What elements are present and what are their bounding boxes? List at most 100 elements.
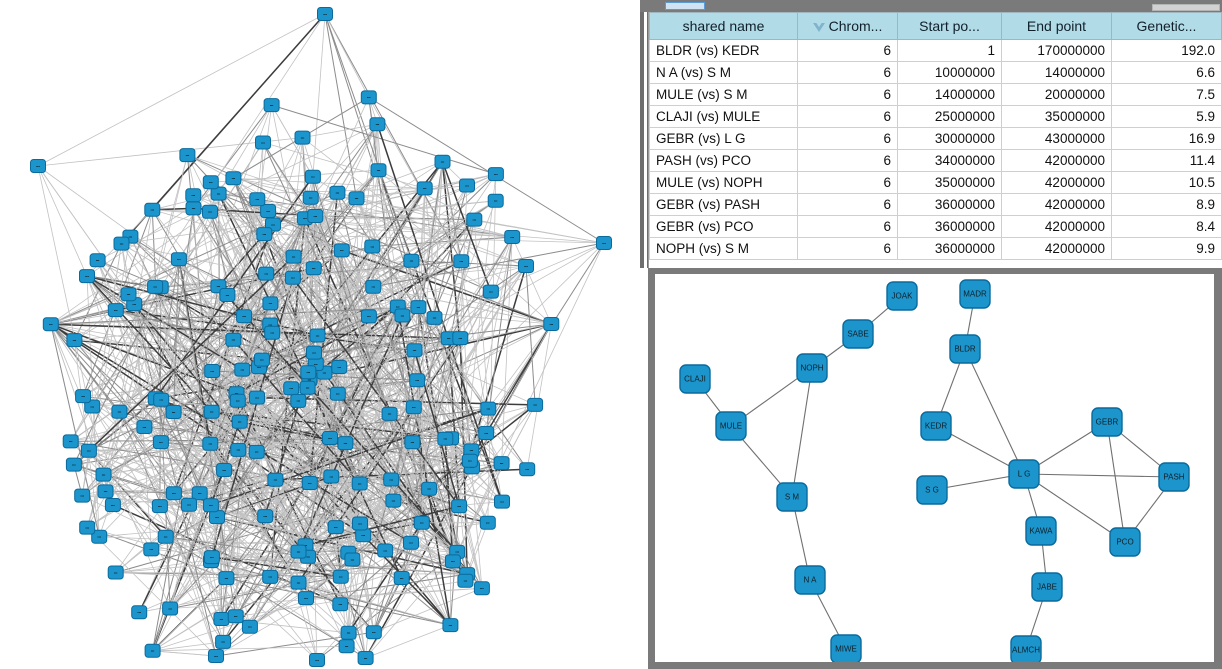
main-network-edge[interactable] xyxy=(262,142,391,415)
main-network-node[interactable]: ••• xyxy=(97,484,114,499)
main-network-edge[interactable] xyxy=(302,137,315,353)
main-network-node[interactable]: ••• xyxy=(229,393,246,408)
table-cell-chromosome[interactable]: 6 xyxy=(797,39,898,62)
column-header-genetic[interactable]: Genetic... xyxy=(1111,12,1222,40)
main-network-edge[interactable] xyxy=(525,265,536,405)
table-cell-chromosome[interactable]: 6 xyxy=(797,215,898,238)
main-network-edge[interactable] xyxy=(302,137,462,262)
table-cell-genetic[interactable]: 9.9 xyxy=(1111,237,1222,260)
main-network-edge[interactable] xyxy=(160,286,361,524)
table-cell-genetic[interactable]: 16.9 xyxy=(1111,127,1222,150)
main-network-edge[interactable] xyxy=(305,483,361,546)
main-network-edge[interactable] xyxy=(239,421,503,502)
main-network-node[interactable]: ••• xyxy=(219,288,236,302)
main-network-node[interactable]: ••• xyxy=(202,204,218,219)
main-network-node[interactable]: ••• xyxy=(136,420,153,434)
main-network-node[interactable]: ••• xyxy=(284,270,301,285)
main-network-node[interactable]: ••• xyxy=(283,381,300,396)
table-row[interactable]: BLDR (vs) KEDR 6 1 170000000 192.0 xyxy=(649,39,1222,62)
main-network-edge[interactable] xyxy=(154,286,227,579)
main-network-edge[interactable] xyxy=(86,275,217,657)
main-network-edge[interactable] xyxy=(511,236,552,325)
main-network-node[interactable]: ••• xyxy=(144,202,161,217)
main-network-node[interactable]: ••• xyxy=(306,345,322,360)
main-network-edge[interactable] xyxy=(70,286,156,442)
table-cell-shared_name[interactable]: BLDR (vs) KEDR xyxy=(649,39,798,62)
table-row[interactable]: CLAJI (vs) MULE 6 25000000 35000000 5.9 xyxy=(649,105,1222,128)
main-network-edge[interactable] xyxy=(267,210,339,394)
main-network-edge[interactable] xyxy=(169,234,265,609)
sub-network-node[interactable]: MIWE xyxy=(830,634,862,662)
main-network-edge[interactable] xyxy=(249,500,394,628)
main-network-edge[interactable] xyxy=(368,316,412,543)
main-network-node[interactable]: ••• xyxy=(79,520,96,535)
table-frame[interactable]: shared name Chrom... Start po... End poi… xyxy=(648,12,1222,268)
main-network-node[interactable]: ••• xyxy=(290,544,307,559)
main-network-node[interactable]: ••• xyxy=(416,181,433,196)
main-network-node[interactable]: ••• xyxy=(332,569,349,584)
main-network-node[interactable]: ••• xyxy=(216,463,233,477)
table-cell-shared_name[interactable]: GEBR (vs) L G xyxy=(649,127,798,150)
main-network-node[interactable]: ••• xyxy=(30,159,46,173)
table-cell-chromosome[interactable]: 6 xyxy=(797,193,898,216)
column-header-chromosome[interactable]: Chrom... xyxy=(797,12,898,40)
main-network-edge[interactable] xyxy=(170,576,341,609)
main-network-node[interactable]: ••• xyxy=(227,609,244,624)
main-network-node[interactable]: ••• xyxy=(225,171,242,186)
table-cell-end_point[interactable]: 42000000 xyxy=(1001,193,1112,216)
main-network-edge[interactable] xyxy=(217,285,458,553)
main-network-edge[interactable] xyxy=(347,306,399,553)
table-cell-chromosome[interactable]: 6 xyxy=(797,149,898,172)
main-network-node[interactable]: ••• xyxy=(322,431,338,445)
main-network-node[interactable]: ••• xyxy=(204,364,221,378)
main-network-edge[interactable] xyxy=(50,323,251,628)
main-network-edge[interactable] xyxy=(359,170,379,484)
main-network-edge[interactable] xyxy=(401,522,423,579)
main-network-edge[interactable] xyxy=(324,13,462,262)
main-network-node[interactable]: ••• xyxy=(393,571,410,585)
main-network-edge[interactable] xyxy=(37,13,326,167)
main-network-node[interactable]: ••• xyxy=(191,486,208,501)
main-network-node[interactable]: ••• xyxy=(253,352,270,367)
main-network-edge[interactable] xyxy=(249,413,391,628)
table-cell-genetic[interactable]: 5.9 xyxy=(1111,105,1222,128)
column-header-shared-name[interactable]: shared name xyxy=(649,12,798,40)
sub-network-node[interactable]: PCO xyxy=(1109,527,1141,557)
main-network-edge[interactable] xyxy=(304,200,496,219)
main-network-edge[interactable] xyxy=(373,587,483,633)
main-network-node[interactable]: ••• xyxy=(410,300,427,315)
main-network-node[interactable]: ••• xyxy=(300,365,317,380)
main-network-node[interactable]: ••• xyxy=(461,453,478,468)
main-network-node[interactable]: ••• xyxy=(62,434,79,449)
main-network-edge[interactable] xyxy=(97,123,378,261)
main-network-edge[interactable] xyxy=(103,437,331,475)
main-network-node[interactable]: ••• xyxy=(543,317,560,331)
main-network-node[interactable]: ••• xyxy=(504,230,521,244)
main-network-node[interactable]: ••• xyxy=(290,575,307,590)
table-cell-shared_name[interactable]: GEBR (vs) PCO xyxy=(649,215,798,238)
main-network-node[interactable]: ••• xyxy=(340,625,357,640)
main-network-edge[interactable] xyxy=(233,177,605,244)
column-header-start-point[interactable]: Start po... xyxy=(897,12,1002,40)
main-network-edge[interactable] xyxy=(336,192,528,470)
main-network-edge[interactable] xyxy=(392,161,443,501)
main-network-edge[interactable] xyxy=(239,421,347,647)
main-network-node[interactable]: ••• xyxy=(332,597,349,612)
main-network-edge[interactable] xyxy=(173,411,276,481)
main-network-edge[interactable] xyxy=(490,242,605,292)
table-cell-genetic[interactable]: 10.5 xyxy=(1111,171,1222,194)
sub-network-node[interactable]: KAWA xyxy=(1025,516,1057,546)
main-network-node[interactable]: ••• xyxy=(241,619,258,634)
main-network-node[interactable]: ••• xyxy=(404,435,421,450)
main-network-edge[interactable] xyxy=(187,154,306,219)
main-network-edge[interactable] xyxy=(210,219,475,445)
main-network-node[interactable]: ••• xyxy=(355,528,372,543)
table-tab-indicator[interactable] xyxy=(665,2,705,10)
main-network-edge[interactable] xyxy=(209,188,426,444)
main-network-edge[interactable] xyxy=(50,309,116,325)
table-cell-start_point[interactable]: 1 xyxy=(897,39,1002,62)
main-network-node[interactable]: ••• xyxy=(480,401,497,416)
main-network-edge[interactable] xyxy=(105,411,212,492)
main-network-edge[interactable] xyxy=(82,286,156,397)
main-network-edge[interactable] xyxy=(310,197,513,238)
